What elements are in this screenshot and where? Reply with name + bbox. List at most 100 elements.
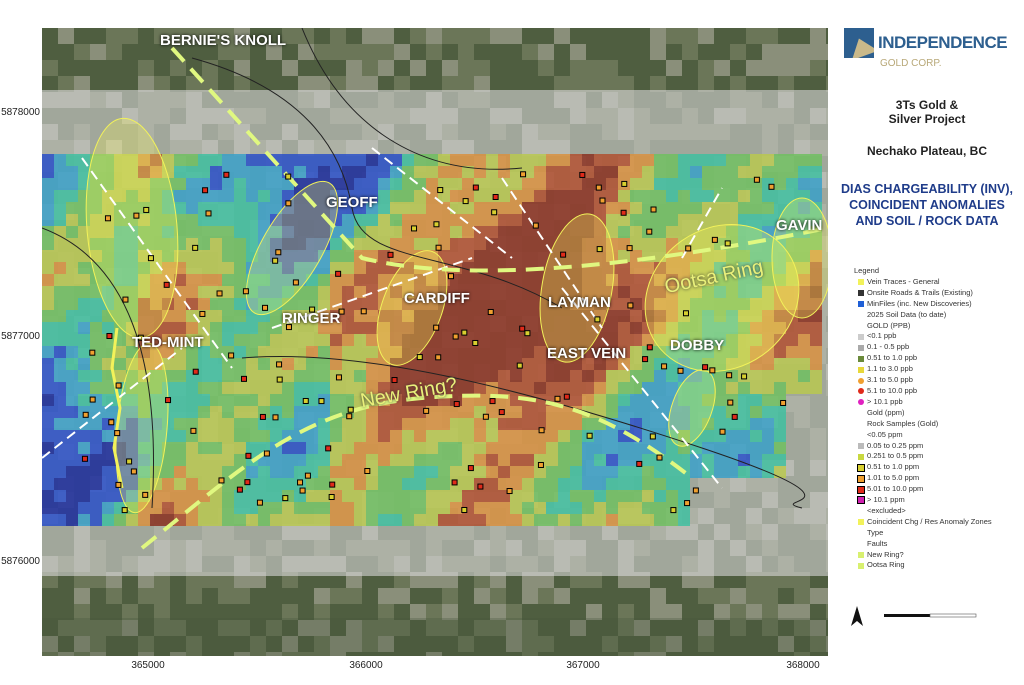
chargeability-cell bbox=[786, 262, 798, 274]
chargeability-cell bbox=[174, 502, 186, 514]
chargeability-cell bbox=[426, 166, 438, 178]
terrain-tile bbox=[298, 28, 314, 44]
chargeability-cell bbox=[594, 202, 606, 214]
chargeability-cell bbox=[798, 334, 810, 346]
terrain-tile bbox=[266, 28, 282, 44]
chargeability-cell bbox=[474, 298, 486, 310]
terrain-tile bbox=[58, 604, 74, 620]
chargeability-cell bbox=[150, 310, 162, 322]
chargeability-cell bbox=[654, 382, 666, 394]
terrain-tile bbox=[666, 588, 682, 604]
chargeability-cell bbox=[210, 166, 222, 178]
chargeability-cell bbox=[234, 178, 246, 190]
chargeability-cell bbox=[690, 334, 702, 346]
terrain-tile bbox=[810, 28, 826, 44]
chargeability-cell bbox=[162, 346, 174, 358]
terrain-tile bbox=[74, 60, 90, 76]
chargeability-cell bbox=[654, 250, 666, 262]
map-canvas[interactable]: BERNIE'S KNOLL GEOFF CARDIFF LAYMAN RING… bbox=[42, 28, 828, 656]
chargeability-cell bbox=[90, 502, 102, 514]
terrain-tile bbox=[122, 604, 138, 620]
chargeability-cell bbox=[546, 214, 558, 226]
chargeability-cell bbox=[186, 346, 198, 358]
chargeability-cell bbox=[222, 202, 234, 214]
chargeability-cell bbox=[186, 286, 198, 298]
scale-bar bbox=[884, 614, 930, 617]
terrain-tile bbox=[746, 588, 762, 604]
chargeability-cell bbox=[342, 322, 354, 334]
terrain-tile bbox=[682, 588, 698, 604]
terrain-tile bbox=[810, 588, 826, 604]
chargeability-cell bbox=[246, 382, 258, 394]
terrain-tile bbox=[682, 620, 698, 636]
chargeability-cell bbox=[726, 226, 738, 238]
chargeability-cell bbox=[570, 190, 582, 202]
rock-sample bbox=[190, 427, 197, 434]
chargeability-cell bbox=[222, 262, 234, 274]
chargeability-cell bbox=[750, 346, 762, 358]
chargeability-cell bbox=[234, 394, 246, 406]
chargeability-cell bbox=[318, 454, 330, 466]
chargeability-cell bbox=[66, 394, 78, 406]
chargeability-cell bbox=[642, 418, 654, 430]
chargeability-cell bbox=[258, 358, 270, 370]
chargeability-cell bbox=[414, 454, 426, 466]
terrain-tile bbox=[362, 652, 378, 656]
terrain-tile bbox=[298, 76, 314, 92]
chargeability-cell bbox=[474, 154, 486, 166]
chargeability-cell bbox=[246, 178, 258, 190]
chargeability-cell bbox=[654, 370, 666, 382]
chargeability-cell bbox=[618, 370, 630, 382]
terrain-tile bbox=[682, 652, 698, 656]
chargeability-cell bbox=[102, 406, 114, 418]
terrain-tile bbox=[794, 60, 810, 76]
chargeability-cell bbox=[138, 178, 150, 190]
chargeability-cell bbox=[582, 454, 594, 466]
chargeability-cell bbox=[222, 406, 234, 418]
chargeability-cell bbox=[210, 310, 222, 322]
chargeability-cell bbox=[318, 166, 330, 178]
chargeability-cell bbox=[654, 262, 666, 274]
chargeability-cell bbox=[426, 262, 438, 274]
chargeability-cell bbox=[390, 346, 402, 358]
chargeability-cell bbox=[378, 370, 390, 382]
chargeability-cell bbox=[426, 502, 438, 514]
chargeability-cell bbox=[390, 238, 402, 250]
chargeability-cell bbox=[78, 358, 90, 370]
terrain-tile bbox=[74, 636, 90, 652]
chargeability-cell bbox=[330, 442, 342, 454]
chargeability-cell bbox=[294, 370, 306, 382]
chargeability-cell bbox=[306, 490, 318, 502]
rock-sample bbox=[586, 432, 593, 439]
terrain-tile bbox=[634, 636, 650, 652]
chargeability-cell bbox=[666, 382, 678, 394]
chargeability-cell bbox=[522, 334, 534, 346]
chargeability-cell bbox=[258, 214, 270, 226]
chargeability-cell bbox=[414, 430, 426, 442]
chargeability-cell bbox=[714, 154, 726, 166]
chargeability-cell bbox=[138, 214, 150, 226]
chargeability-cell bbox=[438, 514, 450, 526]
chargeability-cell bbox=[390, 490, 402, 502]
chargeability-cell bbox=[294, 286, 306, 298]
chargeability-cell bbox=[42, 466, 54, 478]
label-ted-mint: TED-MINT bbox=[132, 334, 204, 351]
chargeability-cell bbox=[678, 190, 690, 202]
terrain-tile bbox=[762, 588, 778, 604]
chargeability-cell bbox=[294, 406, 306, 418]
chargeability-cell bbox=[66, 322, 78, 334]
chargeability-cell bbox=[234, 382, 246, 394]
chargeability-cell bbox=[762, 442, 774, 454]
chargeability-cell bbox=[138, 226, 150, 238]
terrain-tile bbox=[778, 636, 794, 652]
chargeability-cell bbox=[42, 346, 54, 358]
chargeability-cell bbox=[282, 466, 294, 478]
terrain-tile bbox=[122, 588, 138, 604]
chargeability-cell bbox=[318, 382, 330, 394]
chargeability-cell bbox=[414, 286, 426, 298]
chargeability-cell bbox=[258, 322, 270, 334]
chargeability-cell bbox=[102, 346, 114, 358]
terrain-tile bbox=[618, 28, 634, 44]
chargeability-cell bbox=[678, 322, 690, 334]
chargeability-cell bbox=[210, 178, 222, 190]
